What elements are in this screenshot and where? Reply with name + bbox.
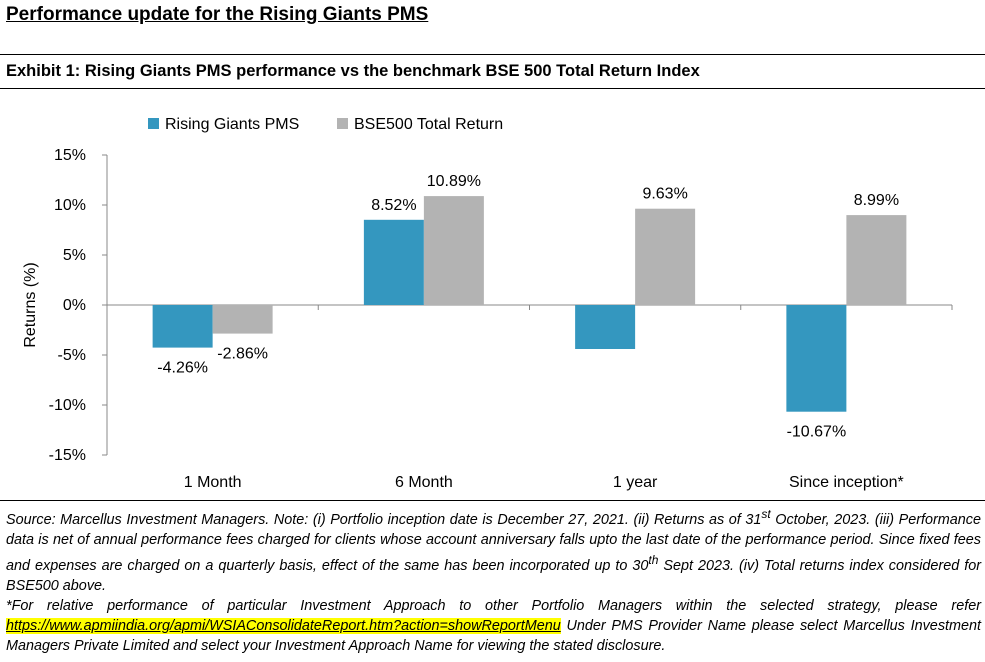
data-label: 8.52% — [371, 197, 416, 214]
data-label: 9.63% — [642, 186, 687, 203]
y-tick-label: 15% — [54, 147, 86, 164]
legend-label: Rising Giants PMS — [165, 116, 299, 133]
y-tick-label: -10% — [49, 397, 86, 414]
y-tick-label: -5% — [58, 347, 86, 364]
footnote: Source: Marcellus Investment Managers. N… — [6, 504, 981, 656]
page-heading: Performance update for the Rising Giants… — [6, 4, 429, 25]
y-tick-label: 10% — [54, 197, 86, 214]
apmi-report-link[interactable]: https://www.apmiindia.org/apmi/WSIAConso… — [6, 617, 561, 634]
bar-bse500 — [846, 215, 907, 305]
top-rule — [0, 54, 985, 55]
data-label: -10.67% — [787, 424, 847, 441]
bar-rising-giants — [786, 305, 847, 412]
footnote-rule — [0, 500, 985, 501]
legend-label: BSE500 Total Return — [354, 116, 503, 133]
data-label: 10.89% — [427, 173, 481, 190]
bar-bse500 — [635, 208, 696, 305]
x-tick-label: 1 year — [613, 474, 658, 491]
x-tick-label: Since inception* — [789, 474, 904, 491]
exhibit-rule — [0, 88, 985, 89]
x-tick-label: 1 Month — [184, 474, 242, 491]
exhibit-title: Exhibit 1: Rising Giants PMS performance… — [6, 62, 700, 80]
data-label: -2.86% — [217, 346, 268, 363]
data-label: -4.26% — [157, 360, 208, 377]
bar-chart: 15% 10% 5% 0% -5% -10% -15% Returns (%) -4.26% -2… — [22, 116, 953, 491]
y-tick-label: -15% — [49, 447, 86, 464]
bar-bse500 — [423, 196, 484, 305]
bar-bse500 — [212, 305, 273, 334]
bar-rising-giants — [575, 305, 636, 349]
bar-rising-giants — [152, 305, 213, 348]
y-tick-label: 0% — [63, 297, 86, 314]
disclosure-note: *For relative performance of particular … — [6, 597, 981, 654]
y-axis-title: Returns (%) — [22, 262, 39, 347]
y-tick-label: 5% — [63, 247, 86, 264]
bar-rising-giants — [363, 219, 424, 305]
source-note: Source: Marcellus Investment Managers. N… — [6, 507, 981, 594]
x-tick-label: 6 Month — [395, 474, 453, 491]
legend-swatch — [148, 118, 159, 129]
legend-swatch — [337, 118, 348, 129]
data-label: 8.99% — [854, 192, 899, 209]
